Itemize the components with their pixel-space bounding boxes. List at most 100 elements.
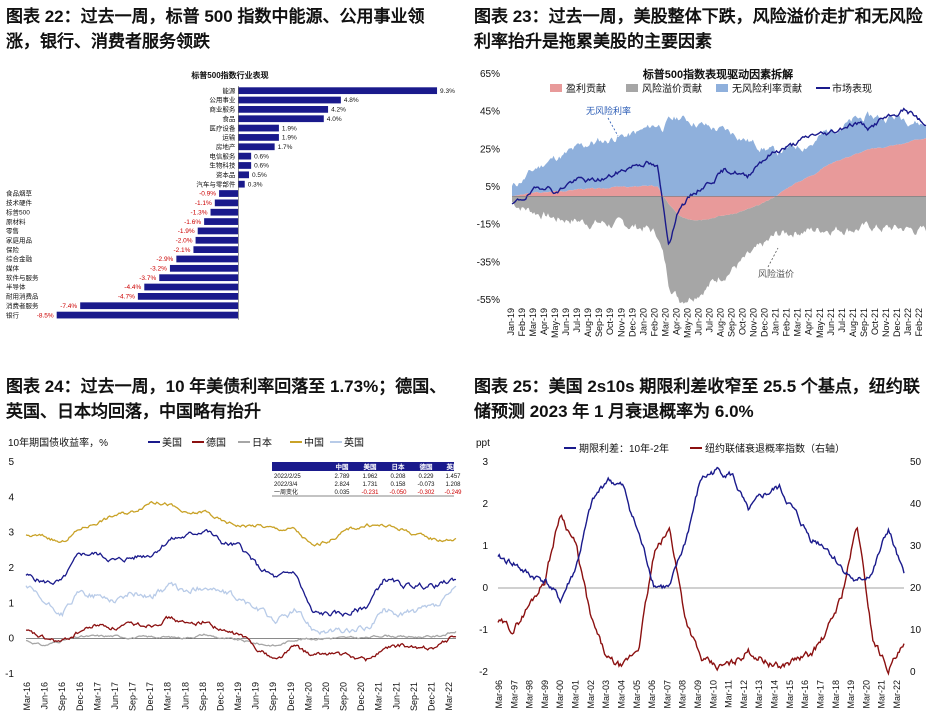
bar [238,171,249,179]
y-unit-label: ppt [476,438,490,449]
x-tick-label: Jun-18 [180,682,190,710]
category-label: 原材料 [6,217,26,226]
data-label: 0.3% [248,181,263,188]
y-tick-label: 0 [482,583,488,594]
data-label: 9.3% [440,88,455,95]
bar [238,180,245,188]
x-tick-label: Feb-21 [782,308,792,337]
x-tick-label: Jun-19 [561,308,571,336]
y2-tick-label: 40 [910,499,922,510]
x-tick-label: Mar-00 [555,680,565,709]
x-tick-label: Sep-19 [268,682,278,711]
table-header: 日本 [392,462,406,471]
category-label: 零售 [6,226,19,235]
data-label: -3.7% [139,275,156,282]
x-tick-label: Dec-18 [215,682,225,711]
category-label: 运输 [222,133,236,142]
x-tick-label: Nov-19 [616,308,626,337]
y-tick-label: 4 [8,492,14,503]
x-tick-label: Jun-20 [693,308,703,336]
legend-label: 市场表现 [832,82,872,95]
y-tick-label: -2 [479,667,488,678]
x-tick-label: Mar-04 [616,680,626,709]
x-tick-label: Mar-21 [374,682,384,711]
y2-tick-label: 30 [910,541,922,552]
data-label: -2.9% [156,256,173,263]
x-tick-label: Apr-21 [804,308,814,335]
category-label: 技术硬件 [6,198,33,207]
y-tick-label: 1 [482,541,488,552]
annotation: 风险溢价 [758,268,794,279]
y-tick-label: 3 [8,528,14,539]
x-tick-label: Sep-21 [409,682,419,711]
y2-tick-label: 20 [910,583,922,594]
legend-label: 日本 [252,436,272,449]
x-tick-label: Mar-98 [525,680,535,709]
bar [238,143,275,151]
x-tick-label: Jan-19 [506,308,516,336]
spread-line [497,466,905,605]
x-tick-label: Jul-20 [704,308,714,333]
category-label: 消费者服务 [6,301,39,310]
bar [56,311,239,319]
bar [238,124,279,132]
riskpremium-area [512,196,926,304]
legend-label: 纽约联储衰退概率指数（右轴） [705,442,845,455]
x-tick-label: Mar-13 [754,680,764,709]
x-tick-label: Dec-19 [627,308,637,337]
x-tick-label: Mar-09 [693,680,703,709]
y-tick-label: 2 [8,563,14,574]
bar [238,87,438,95]
y-tick-label: 25% [480,144,500,155]
x-tick-label: Nov-21 [881,308,891,337]
series-line [25,630,457,647]
chart-title: 10年期国债收益率，% [8,436,108,449]
bar [193,246,239,253]
probability-line [497,514,905,676]
table-cell: 0.035 [334,490,350,496]
x-tick-label: Mar-05 [632,680,642,709]
table-cell: 2022/2/25 [274,474,301,480]
x-tick-label: Sep-20 [727,308,737,337]
x-tick-label: Nov-20 [749,308,759,337]
table-header: 美国 [364,462,378,471]
x-tick-label: Sep-17 [128,682,138,711]
data-label: -4.7% [118,294,135,301]
x-tick-label: Mar-19 [233,682,243,711]
data-label: -0.9% [199,191,216,198]
series-line [25,581,457,636]
category-label: 汽车与零部件 [196,179,236,188]
x-tick-label: Mar-16 [22,682,32,711]
bar [197,227,239,235]
panel-22: 图表 22：过去一周，标普 500 指数中能源、公用事业领涨，银行、消费者服务领… [0,0,466,362]
x-tick-label: Sep-16 [57,682,67,711]
table-cell: 1.457 [445,474,461,480]
y-tick-label: 3 [482,457,488,468]
x-tick-label: Mar-16 [800,680,810,709]
x-tick-label: Mar-17 [815,680,825,709]
y-tick-label: -1 [479,625,488,636]
table-cell: 1.208 [445,482,461,488]
table-cell: -0.050 [389,490,407,496]
x-tick-label: May-21 [815,308,825,338]
x-tick-label: Mar-20 [303,682,313,711]
bar [169,264,239,272]
table-cell: -0.249 [444,490,462,496]
data-label: -4.4% [124,284,141,291]
table-cell: 2.789 [334,474,350,480]
legend-label: 期限利差：10年-2年 [579,442,669,455]
series-line [25,528,457,618]
x-tick-label: Mar-21 [877,680,887,709]
category-label: 标普500 [6,207,30,216]
table-cell: 2.824 [334,482,350,488]
x-tick-label: Oct-20 [738,308,748,335]
x-tick-label: Mar-14 [770,680,780,709]
x-tick-label: Mar-20 [660,308,670,337]
earnings-area-neg [512,196,926,221]
y2-tick-label: 0 [910,667,916,678]
x-tick-label: Mar-01 [571,680,581,709]
legend-swatch [550,84,562,92]
y-tick-label: -55% [477,295,500,306]
market-line [511,107,927,246]
x-tick-label: Mar-96 [494,680,504,709]
